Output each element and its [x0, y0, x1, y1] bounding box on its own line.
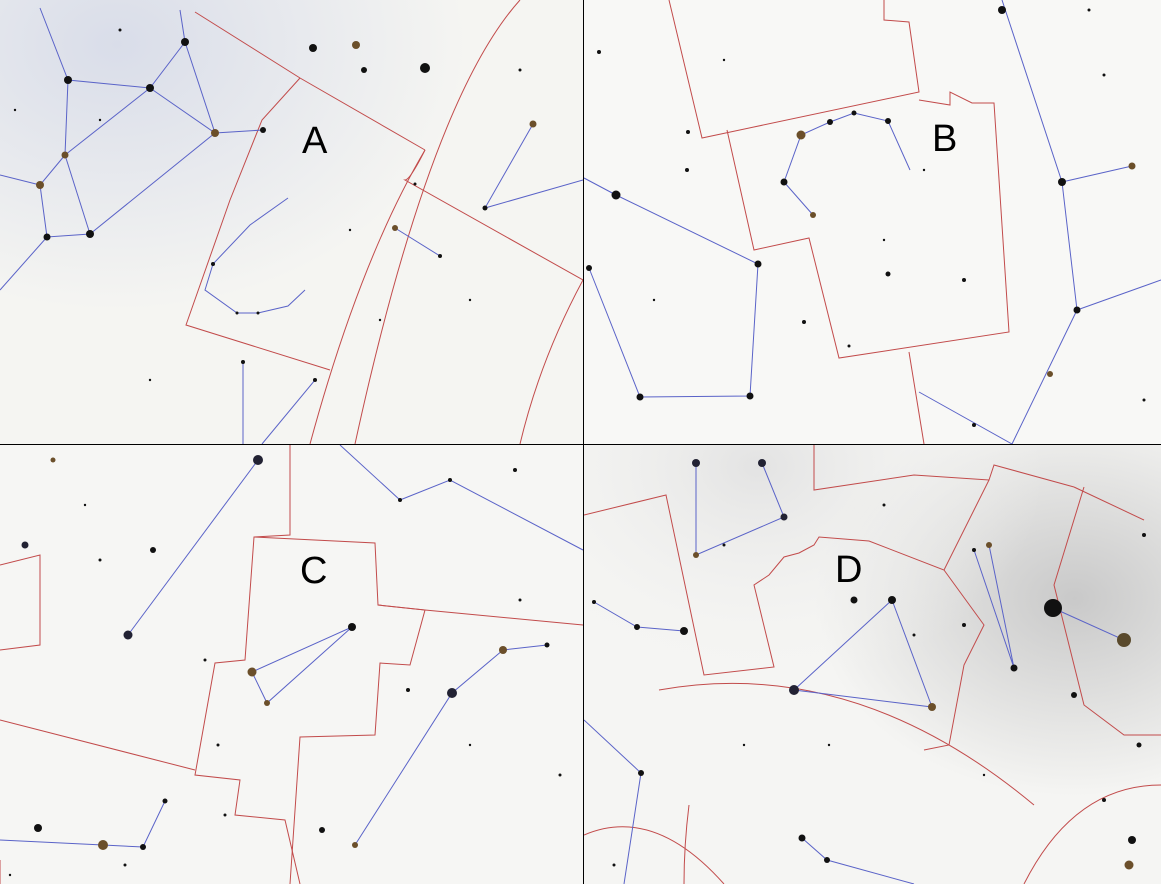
- constellation-lines: [0, 7, 583, 444]
- panel-label-d: D: [835, 549, 863, 591]
- boundary-lines: [584, 445, 1161, 884]
- stars: [13, 28, 537, 382]
- boundary-lines: [185, 0, 583, 444]
- panel-a-star-chart: [0, 0, 583, 444]
- panel-c-star-chart: [0, 445, 583, 884]
- panel-b-star-chart: [584, 0, 1161, 444]
- panel-d: D: [584, 445, 1161, 884]
- boundary-lines: [0, 445, 583, 884]
- panel-c: C: [0, 445, 583, 884]
- stars: [586, 6, 1146, 427]
- stars: [592, 459, 1146, 870]
- panel-a: A: [0, 0, 583, 444]
- panel-b: B: [584, 0, 1161, 444]
- boundary-lines: [668, 0, 1010, 444]
- vertical-divider: [583, 0, 584, 884]
- panel-d-star-chart: [584, 445, 1161, 884]
- stars: [8, 455, 562, 877]
- horizontal-divider: [0, 444, 1161, 445]
- panel-label-c: C: [300, 550, 328, 592]
- panel-label-b: B: [932, 118, 958, 160]
- panel-label-a: A: [302, 120, 328, 162]
